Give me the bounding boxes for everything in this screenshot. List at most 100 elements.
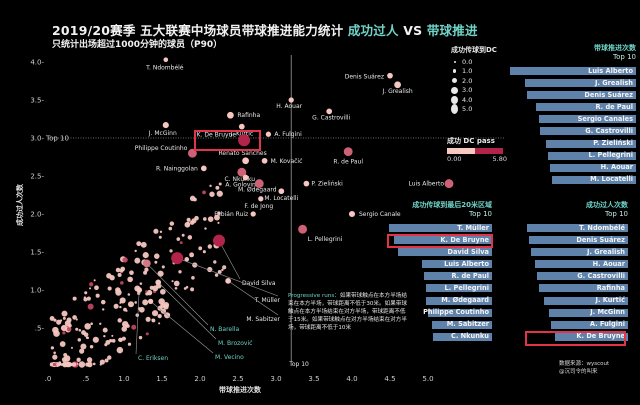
- chart-subtitle: 只统计出场超过1000分钟的球员（P90）: [52, 40, 223, 50]
- bar-label: L. Pellegrini: [588, 151, 634, 160]
- data-point: [189, 252, 195, 258]
- point-label: M. Locatelli: [264, 195, 298, 202]
- size-legend-dot: [451, 95, 458, 104]
- bar-label: Philippe Coutinho: [423, 308, 489, 317]
- data-point: [66, 317, 72, 323]
- data-point-labeled: [162, 122, 169, 129]
- data-point: [183, 287, 187, 290]
- panel-progressive-title: 带球推进次数: [594, 44, 636, 52]
- note-text: 如果带球触点在本方半场结束在本方半场，带球距离不低于30米。如果带球触点在本方半…: [288, 293, 407, 331]
- data-point: [92, 336, 99, 343]
- point-label: R. Nainggolan: [156, 165, 198, 172]
- point-label: G. Castrovilli: [312, 114, 350, 121]
- data-point: [174, 286, 178, 290]
- y-tick: 2.5-: [30, 173, 44, 181]
- bar-label: Denis Suárez: [584, 90, 633, 99]
- data-point: [209, 184, 212, 188]
- data-point-labeled: [171, 252, 184, 265]
- data-point: [185, 285, 189, 289]
- data-point: [70, 346, 74, 349]
- data-point: [152, 285, 159, 292]
- bar-row: M. Ødegaard: [385, 296, 492, 305]
- point-label: M. Vecino: [215, 354, 244, 361]
- data-point: [89, 344, 94, 349]
- data-point: [94, 285, 99, 291]
- data-point: [59, 341, 66, 347]
- data-point: [218, 182, 222, 186]
- source-credit: 数据来源：wyscout @沉司令的叫来: [559, 360, 609, 376]
- bar-label: P. Zieliński: [593, 139, 633, 148]
- data-point: [168, 226, 173, 231]
- bar: H. Aouar: [535, 260, 628, 269]
- data-point: [86, 296, 91, 301]
- x-tick: .5: [83, 375, 90, 383]
- data-point: [144, 267, 149, 272]
- bar-label: T. Müller: [457, 223, 489, 232]
- bar: P. Zieliński: [546, 139, 636, 148]
- data-point-labeled: [298, 224, 308, 234]
- data-point: [89, 287, 92, 290]
- point-label: Philippe Coutinho: [135, 145, 188, 152]
- bar: Luis Alberto: [422, 259, 492, 269]
- data-point-labeled: [387, 72, 393, 79]
- size-legend-item: 2.0: [451, 76, 497, 86]
- point-label: F. de Jong: [244, 203, 273, 210]
- point-label: C. Eriksen: [138, 355, 168, 362]
- bar-label: Luis Alberto: [444, 259, 489, 268]
- bar: A. Fulgini: [551, 320, 628, 329]
- data-point: [157, 270, 164, 277]
- data-point: [216, 190, 223, 197]
- size-legend-value: 2.0: [462, 76, 473, 85]
- data-point: [105, 339, 111, 345]
- x-tick: 4.0: [346, 375, 357, 383]
- bar-label: L. Pellegrini: [444, 283, 490, 292]
- bar: G. Castrovilli: [537, 272, 628, 281]
- bar: K. De Bruyne: [555, 332, 628, 341]
- leader-line: [146, 263, 209, 326]
- bar-row: R. de Paul: [508, 103, 636, 112]
- y-axis-title: 成功过人次数: [15, 183, 24, 226]
- data-point: [100, 299, 106, 305]
- data-point: [89, 282, 94, 287]
- point-label: A. Golovin: [225, 182, 256, 189]
- data-point: [62, 316, 66, 320]
- bar-label: J. McGinn: [590, 308, 625, 317]
- data-point: [192, 197, 197, 202]
- y-tick: 3.5-: [30, 97, 44, 105]
- data-point: [115, 287, 121, 293]
- bar: K. De Bruyne: [394, 236, 492, 245]
- data-point: [142, 252, 149, 259]
- data-point: [127, 301, 135, 308]
- data-point: [149, 292, 153, 295]
- data-point: [99, 322, 102, 325]
- bar: J. Kurtić: [544, 296, 628, 305]
- data-point: [142, 299, 149, 306]
- x-tick: .0: [45, 375, 52, 383]
- data-point: [113, 303, 119, 309]
- size-legend-dot: [451, 78, 458, 84]
- point-label: J. McGinn: [148, 130, 177, 137]
- data-point: [213, 260, 217, 264]
- data-point: [158, 298, 165, 305]
- data-point: [83, 296, 87, 299]
- bar-label: Sergio Canales: [577, 114, 633, 123]
- data-point: [217, 211, 221, 215]
- data-point-labeled: [213, 234, 225, 247]
- data-point: [153, 228, 159, 234]
- data-point: [169, 249, 173, 253]
- data-point: [119, 301, 122, 304]
- point-label: H. Aouar: [276, 103, 302, 110]
- data-point: [115, 267, 121, 273]
- bar-row: Rafinha: [508, 283, 628, 293]
- note-key: Progressive runs：: [288, 293, 340, 299]
- data-point: [159, 230, 163, 234]
- author-line: @沉司令的叫来: [559, 369, 598, 375]
- data-point: [95, 293, 100, 298]
- data-point: [121, 326, 128, 332]
- progressive-runs-note: Progressive runs：如果带球触点在本方半场结束在本方半场，带球距离…: [288, 292, 408, 332]
- panel-progressive-top10: 带球推进次数 Top 10 Luis Alberto J. Grealish Den…: [508, 43, 636, 188]
- point-label: M. Sabitzer: [246, 316, 280, 323]
- data-point: [202, 250, 206, 254]
- bar-label: Rafinha: [596, 283, 625, 292]
